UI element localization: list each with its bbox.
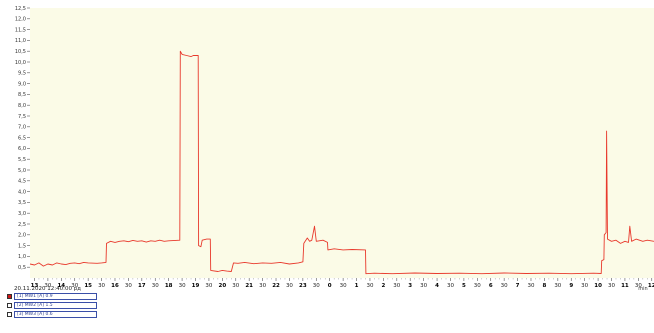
x-tick-label: 4 (435, 283, 439, 289)
x-tick-label: 12 (648, 283, 654, 289)
x-tick-label: 30 (608, 283, 615, 289)
y-tick-label: 10,0 (15, 60, 26, 66)
y-tick-label: 6,0 (18, 146, 26, 152)
legend-label: [3] MW3 [A] 0.6 (14, 310, 97, 318)
legend-checkbox[interactable] (7, 311, 12, 317)
x-tick-label: 30 (635, 283, 642, 289)
y-tick-label: 11,0 (15, 38, 26, 44)
y-tick-label: 3,0 (18, 211, 26, 217)
x-tick-label: 11 (621, 283, 629, 289)
y-tick-label: 4,5 (18, 179, 26, 185)
y-tick-label: 11,5 (15, 27, 26, 33)
y-tick-label: 4,0 (18, 189, 26, 195)
x-tick-label: 0 (328, 283, 332, 289)
y-axis: 0,5 1,0 1,5 2,0 2,5 3,0 3,5 4,0 4,5 5,0 5,5 6,0 6,5 7… (15, 6, 30, 271)
x-tick-label: 30 (447, 283, 454, 289)
x-tick-label: 19 (192, 283, 200, 289)
legend-item[interactable]: [2] MW2 [A] 1.5 (7, 301, 97, 309)
x-tick-label: 17 (138, 283, 146, 289)
x-tick-label: 30 (98, 283, 105, 289)
x-tick-label: 30 (554, 283, 561, 289)
x-tick-label: 30 (286, 283, 293, 289)
x-tick-label: 30 (393, 283, 400, 289)
y-tick-label: 2,0 (18, 233, 26, 239)
y-tick-label: 6,5 (18, 135, 26, 141)
legend-checkbox[interactable] (7, 302, 12, 308)
y-tick-label: 0,5 (18, 265, 26, 271)
line-chart: 0,5 1,0 1,5 2,0 2,5 3,0 3,5 4,0 4,5 5,0 5,5 6,0 6,5 7… (14, 6, 654, 292)
x-tick-label: 16 (111, 283, 119, 289)
y-tick-label: 5,5 (18, 157, 26, 163)
x-tick-label: 30 (179, 283, 186, 289)
x-unit-label: min (638, 286, 647, 292)
y-tick-label: 12,0 (15, 17, 26, 23)
x-tick-label: 10 (594, 283, 602, 289)
x-tick-label: 30 (125, 283, 132, 289)
legend: [1] MW1 [A] 0.9 [2] MW2 [A] 1.5 [3] MW3 … (7, 292, 97, 319)
x-tick-label: 30 (340, 283, 347, 289)
x-tick-label: 30 (232, 283, 239, 289)
series-layer (29, 50, 654, 275)
start-timestamp: 20.11.2020 12:40:00 рд (14, 286, 81, 292)
x-tick-label: 14 (57, 283, 65, 289)
x-tick-label: 15 (84, 283, 92, 289)
x-tick-label: 8 (542, 283, 546, 289)
x-tick-label: 23 (299, 283, 307, 289)
x-tick-label: 22 (272, 283, 280, 289)
x-tick-label: 9 (569, 283, 573, 289)
x-tick-label: 5 (462, 283, 466, 289)
x-tick-label: 30 (366, 283, 373, 289)
x-tick-label: 21 (245, 283, 253, 289)
legend-item[interactable]: [3] MW3 [A] 0.6 (7, 310, 97, 318)
y-tick-label: 7,5 (18, 114, 26, 120)
x-tick-label: 30 (527, 283, 534, 289)
x-tick-label: 30 (152, 283, 159, 289)
x-tick-label: 13 (31, 283, 39, 289)
x-axis: 13 30 14 30 15 30 16 30 17 30 18 30 19 30 20 30 21 30 22 30… (31, 278, 654, 289)
y-tick-label: 8,0 (18, 103, 26, 109)
plot-area (30, 8, 654, 278)
x-tick-label: 30 (474, 283, 481, 289)
y-tick-label: 10,5 (15, 49, 26, 55)
x-tick-label: 6 (489, 283, 493, 289)
y-tick-label: 8,5 (18, 92, 26, 98)
y-tick-label: 3,5 (18, 200, 26, 206)
legend-checkbox[interactable] (7, 293, 12, 299)
legend-label: [2] MW2 [A] 1.5 (14, 301, 97, 309)
x-tick-label: 20 (219, 283, 227, 289)
x-tick-label: 30 (71, 283, 78, 289)
x-tick-label: 1 (355, 283, 359, 289)
x-tick-label: 30 (259, 283, 266, 289)
y-tick-label: 1,0 (18, 254, 26, 260)
legend-item[interactable]: [1] MW1 [A] 0.9 (7, 292, 97, 300)
y-tick-label: 2,5 (18, 222, 26, 228)
x-tick-label: 30 (44, 283, 51, 289)
y-tick-label: 9,5 (18, 71, 26, 77)
x-tick-label: 30 (313, 283, 320, 289)
y-tick-label: 7,0 (18, 125, 26, 131)
x-tick-label: 2 (381, 283, 385, 289)
y-tick-label: 12,5 (15, 6, 26, 12)
x-tick-label: 18 (165, 283, 173, 289)
legend-label: [1] MW1 [A] 0.9 (14, 292, 97, 300)
x-tick-label: 30 (205, 283, 212, 289)
x-tick-label: 30 (581, 283, 588, 289)
x-tick-label: 30 (420, 283, 427, 289)
x-tick-label: 7 (516, 283, 520, 289)
x-tick-label: 30 (501, 283, 508, 289)
y-tick-label: 5,0 (18, 168, 26, 174)
x-tick-label: 3 (408, 283, 412, 289)
y-tick-label: 1,5 (18, 243, 26, 249)
y-tick-label: 9,0 (18, 81, 26, 87)
series-line (29, 50, 654, 275)
